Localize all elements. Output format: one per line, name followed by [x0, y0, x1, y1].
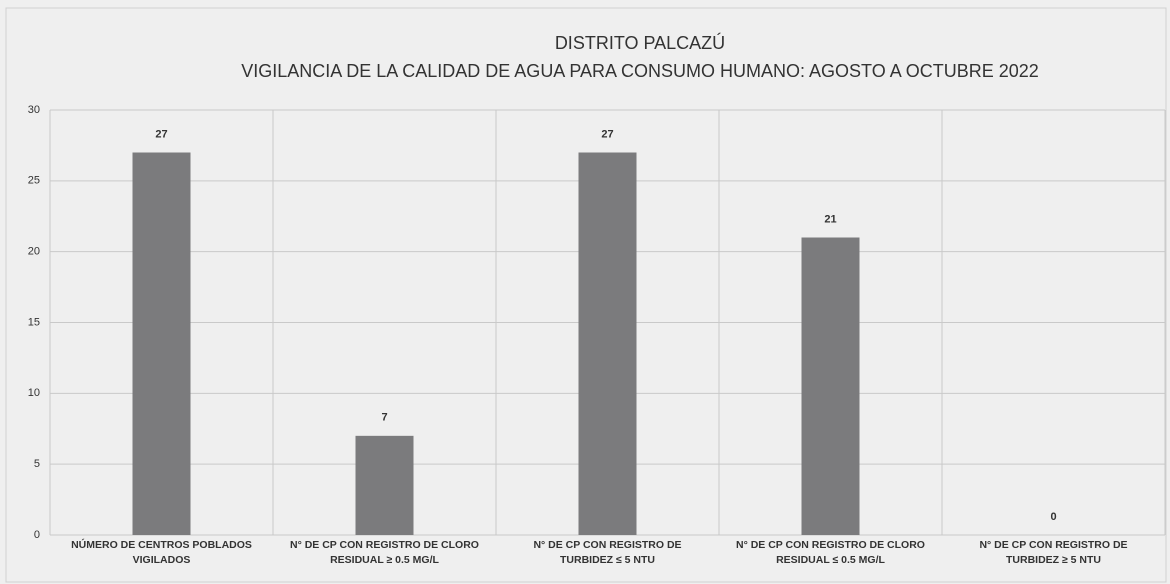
y-tick-label: 5	[34, 458, 40, 470]
y-tick-label: 0	[34, 529, 40, 541]
y-tick-label: 15	[28, 316, 40, 328]
x-tick-label: N° DE CP CON REGISTRO DE TURBIDEZ ≥ 5 NT…	[979, 539, 1128, 566]
data-label: 0	[1050, 511, 1056, 523]
data-label: 7	[381, 412, 387, 424]
x-tick-label: N° DE CP CON REGISTRO DE CLORO RESIDUAL …	[290, 539, 479, 566]
bar	[132, 152, 191, 535]
chart-title: DISTRITO PALCAZÚ	[555, 32, 725, 53]
y-tick-label: 30	[28, 104, 40, 116]
data-label: 27	[155, 128, 167, 140]
chart-border	[5, 7, 1167, 583]
x-tick-label: NÚMERO DE CENTROS POBLADOS VIGILADOS	[71, 539, 252, 566]
y-tick-label: 25	[28, 175, 40, 187]
data-label: 27	[601, 128, 613, 140]
x-tick-label: N° DE CP CON REGISTRO DE CLORO RESIDUAL …	[736, 539, 925, 566]
bar	[801, 237, 860, 535]
y-tick-label: 10	[28, 387, 40, 399]
chart-subtitle: VIGILANCIA DE LA CALIDAD DE AGUA PARA CO…	[241, 61, 1039, 81]
bar	[355, 435, 414, 535]
bar	[578, 152, 637, 535]
x-tick-label: N° DE CP CON REGISTRO DE TURBIDEZ ≤ 5 NT…	[533, 539, 682, 566]
y-tick-label: 20	[28, 246, 40, 258]
data-label: 21	[824, 213, 836, 225]
